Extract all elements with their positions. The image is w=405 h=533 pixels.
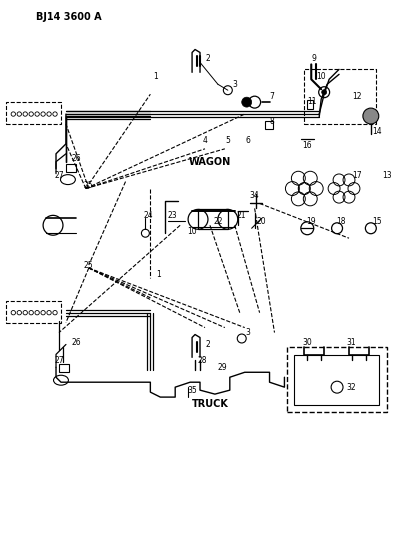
Text: 11: 11 (307, 96, 317, 106)
Text: 13: 13 (382, 171, 392, 180)
Text: 8: 8 (269, 117, 274, 125)
Text: TRUCK: TRUCK (192, 399, 228, 409)
Bar (264, 121, 273, 129)
Text: 26: 26 (71, 338, 81, 347)
Text: 3: 3 (245, 328, 250, 337)
Text: 6: 6 (245, 136, 250, 146)
Text: 16: 16 (303, 141, 312, 150)
Text: 7: 7 (269, 92, 274, 101)
Text: 10: 10 (316, 72, 326, 81)
Text: 27: 27 (54, 356, 64, 365)
Text: 18: 18 (336, 217, 346, 226)
Text: 19: 19 (307, 217, 316, 226)
Text: 10: 10 (187, 227, 197, 236)
Text: 21: 21 (237, 211, 247, 220)
Text: 2: 2 (206, 54, 210, 63)
Text: BJ14 3600 A: BJ14 3600 A (36, 12, 102, 22)
Text: 26: 26 (71, 154, 81, 163)
Text: 23: 23 (167, 211, 177, 220)
Text: 35: 35 (187, 386, 197, 394)
Bar (307, 100, 313, 109)
Text: 25: 25 (84, 261, 94, 270)
Text: 4: 4 (202, 136, 207, 146)
Text: 27: 27 (54, 171, 64, 180)
Text: 20: 20 (257, 217, 266, 226)
Text: 1: 1 (156, 270, 161, 279)
Text: 9: 9 (312, 54, 317, 63)
Bar (66, 164, 76, 172)
Text: 28: 28 (197, 356, 207, 365)
Circle shape (242, 97, 252, 107)
Text: WAGON: WAGON (189, 157, 231, 167)
Text: 15: 15 (372, 217, 382, 226)
Text: 32: 32 (346, 383, 356, 392)
Text: 25: 25 (84, 181, 94, 190)
Text: 17: 17 (352, 171, 362, 180)
Circle shape (363, 108, 379, 124)
Text: 30: 30 (303, 338, 312, 347)
Bar (59, 365, 69, 372)
Text: 2: 2 (206, 340, 210, 349)
Circle shape (322, 90, 327, 95)
Bar (198, 209, 228, 229)
Text: 29: 29 (217, 363, 227, 372)
Text: 12: 12 (352, 92, 362, 101)
Text: 14: 14 (372, 127, 382, 136)
Text: 31: 31 (346, 338, 356, 347)
Text: 1: 1 (153, 72, 158, 81)
Text: 22: 22 (213, 217, 223, 226)
Text: 24: 24 (143, 211, 153, 220)
Text: 3: 3 (232, 80, 237, 89)
Text: 5: 5 (226, 136, 230, 146)
Text: 34: 34 (250, 191, 260, 200)
